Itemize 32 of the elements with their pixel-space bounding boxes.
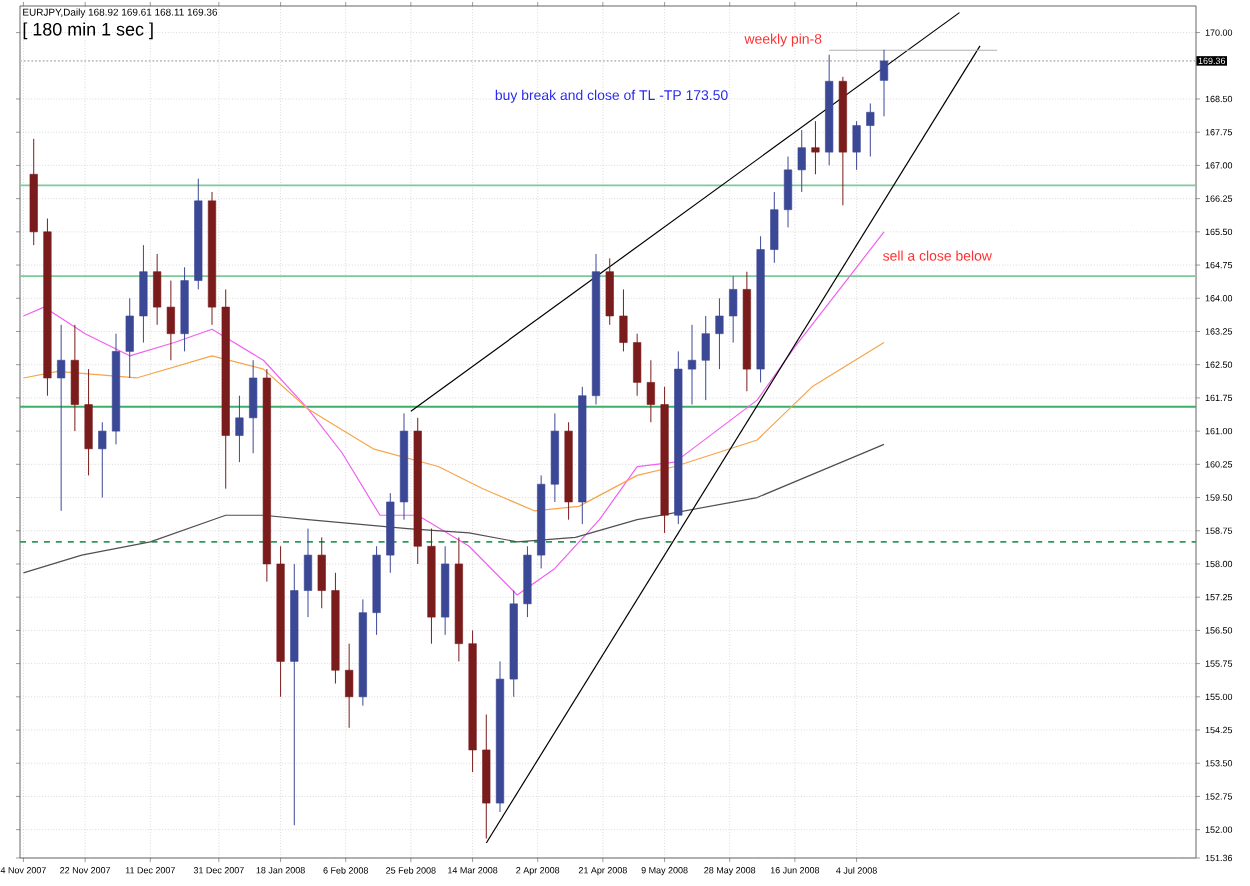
candlestick: [153, 253, 162, 326]
candlestick: [125, 297, 134, 379]
candlestick: [345, 643, 354, 729]
candlestick: [633, 333, 642, 397]
line-series: [22, 231, 885, 596]
candlestick: [249, 359, 258, 454]
candlestick: [687, 324, 697, 406]
candlestick: [701, 315, 710, 401]
candlestick: [235, 395, 244, 463]
line-series: [22, 443, 885, 574]
candlestick: [866, 102, 875, 158]
text: [ 180 min 1 sec ]: [23, 22, 153, 40]
candlestick: [70, 324, 79, 432]
candlestick: [811, 120, 820, 175]
candlestick: [879, 49, 889, 117]
candlestick: [139, 244, 148, 344]
candlestick: [317, 536, 326, 609]
candlestick: [783, 156, 793, 228]
candlestick: [166, 280, 175, 361]
candlestick: [646, 359, 655, 423]
candlestick: [770, 191, 779, 264]
candlestick: [303, 528, 313, 618]
candlestick: [715, 297, 724, 370]
candlestick: [84, 368, 93, 476]
candlestick: [57, 324, 66, 512]
candlestick: [852, 120, 861, 171]
candlestick: [98, 421, 107, 499]
candlestick: [797, 129, 806, 193]
candlestick: [729, 275, 738, 344]
candlestick: [619, 288, 628, 352]
line-series: [22, 341, 885, 512]
candlestick: [605, 257, 614, 326]
